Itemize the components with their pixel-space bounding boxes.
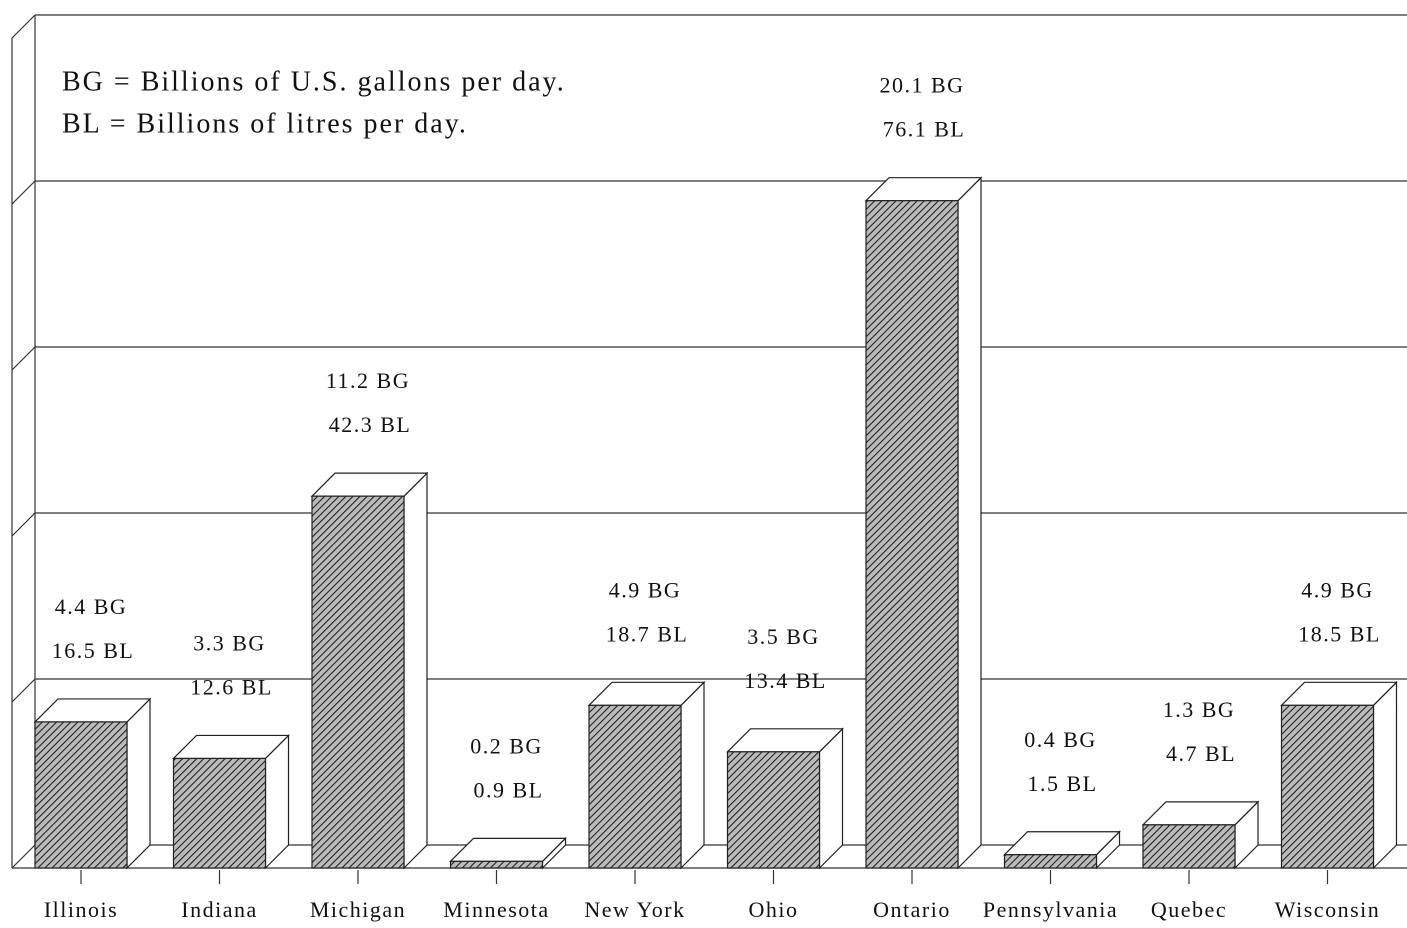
- bar: [1003, 830, 1121, 870]
- bar-side: [680, 680, 705, 870]
- grid-line: [11, 180, 36, 205]
- litres-label: 42.3 BL: [329, 412, 412, 437]
- bar: [726, 727, 844, 870]
- bar: [1280, 680, 1398, 870]
- bar: [449, 836, 567, 870]
- litres-label: 16.5 BL: [52, 638, 135, 663]
- value-label: 4.9 BG: [609, 577, 682, 602]
- bar: [172, 733, 290, 870]
- bar: [310, 471, 429, 870]
- bar-front: [726, 751, 821, 869]
- value-label: 0.2 BG: [470, 733, 543, 758]
- litres-label: 12.6 BL: [190, 674, 273, 699]
- annotation: BG = Billions of U.S. gallons per day.: [62, 66, 566, 97]
- bar-side: [818, 727, 844, 870]
- litres-label: 13.4 BL: [744, 668, 827, 693]
- bar-front: [172, 757, 267, 869]
- bar-side: [1372, 680, 1398, 870]
- bar-front: [865, 200, 959, 869]
- value-label: 3.5 BG: [747, 624, 820, 649]
- grid-line: [11, 844, 36, 869]
- grid-line: [11, 346, 36, 371]
- bar-side: [126, 697, 151, 870]
- x-tick-label: Michigan: [310, 897, 406, 922]
- value-label: 4.9 BG: [1301, 577, 1374, 602]
- bar-front: [1280, 704, 1375, 869]
- value-label: 4.4 BG: [55, 594, 128, 619]
- bar-front: [1003, 854, 1098, 869]
- x-tick-label: Illinois: [44, 897, 118, 922]
- x-tick-label: Minnesota: [443, 897, 549, 922]
- grid-line: [11, 678, 36, 703]
- bar-front: [449, 860, 544, 869]
- x-tick-label: Quebec: [1151, 897, 1227, 922]
- bar: [33, 697, 152, 870]
- bar-front: [1142, 824, 1236, 869]
- x-tick-label: Indiana: [181, 897, 257, 922]
- bar: [587, 680, 706, 870]
- value-label: 3.3 BG: [193, 630, 266, 655]
- annotation: BL = Billions of litres per day.: [62, 108, 468, 139]
- value-label: 11.2 BG: [326, 368, 410, 393]
- bar-front: [311, 495, 405, 869]
- litres-label: 1.5 BL: [1027, 771, 1097, 796]
- x-tick-label: Ohio: [749, 897, 799, 922]
- litres-label: 76.1 BL: [883, 117, 966, 142]
- litres-label: 18.7 BL: [606, 621, 689, 646]
- x-tick-label: New York: [584, 897, 685, 922]
- bar-side: [957, 176, 982, 870]
- litres-label: 0.9 BL: [473, 777, 543, 802]
- litres-label: 18.5 BL: [1298, 621, 1381, 646]
- value-label: 0.4 BG: [1024, 727, 1097, 752]
- value-label: 1.3 BG: [1163, 697, 1236, 722]
- bar-front: [588, 704, 682, 869]
- grid-line: [11, 14, 36, 39]
- litres-label: 4.7 BL: [1166, 741, 1236, 766]
- grid-line: [11, 512, 36, 537]
- bar: [864, 176, 983, 870]
- bar-side: [403, 471, 428, 870]
- x-tick-label: Wisconsin: [1275, 897, 1381, 922]
- x-tick-label: Ontario: [873, 897, 951, 922]
- value-label: 20.1 BG: [879, 73, 964, 98]
- bar: [1141, 800, 1260, 870]
- bar-front: [34, 721, 128, 869]
- x-tick-label: Pennsylvania: [983, 897, 1118, 922]
